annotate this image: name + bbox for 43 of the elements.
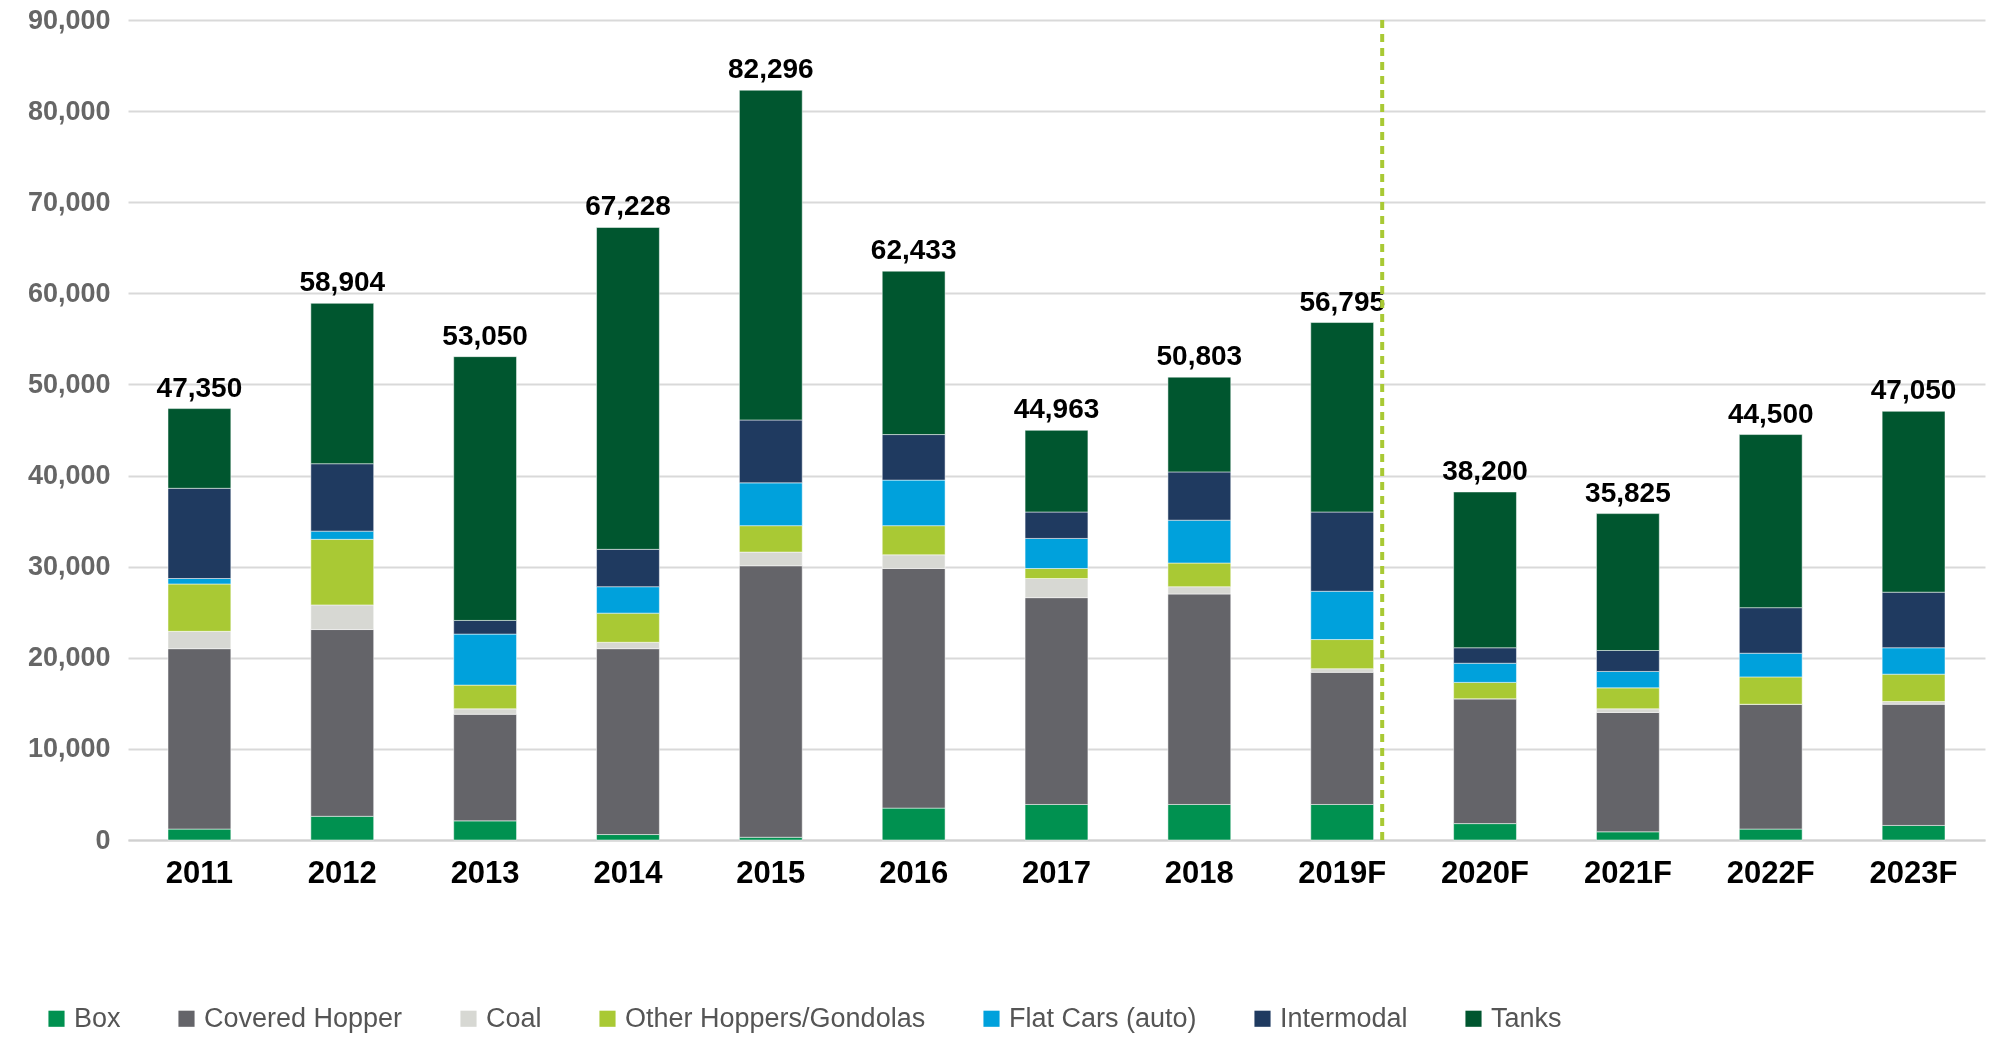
- x-tick-label: 2019F: [1298, 854, 1387, 890]
- total-label: 47,350: [156, 371, 243, 403]
- y-tick-label: 40,000: [27, 460, 111, 491]
- total-label: 35,825: [1585, 476, 1671, 508]
- x-tick-label: 2020F: [1441, 854, 1529, 890]
- x-tick-label: 2021F: [1583, 854, 1672, 890]
- x-tick-label: 2017: [1022, 854, 1091, 890]
- x-tick-label: 2018: [1164, 854, 1234, 890]
- y-tick-label: 50,000: [27, 368, 111, 399]
- x-tick-label: 2011: [165, 854, 234, 890]
- total-label: 38,200: [1442, 454, 1528, 486]
- legend-label: Covered Hopper: [204, 1002, 403, 1033]
- total-label: 67,228: [585, 190, 671, 222]
- y-tick-label: 10,000: [27, 733, 111, 764]
- x-tick-label: 2015: [736, 854, 806, 890]
- x-tick-label: 2014: [593, 854, 664, 890]
- y-tick-label: 20,000: [27, 642, 111, 673]
- y-tick-label: 80,000: [27, 95, 111, 126]
- y-tick-label: 90,000: [27, 4, 111, 35]
- legend-label: Other Hoppers/Gondolas: [625, 1002, 926, 1033]
- y-tick-label: 70,000: [27, 186, 111, 217]
- legend-label: Tanks: [1491, 1002, 1562, 1033]
- y-tick-label: 0: [95, 824, 111, 855]
- x-tick-label: 2022F: [1726, 854, 1815, 890]
- legend-label: Flat Cars (auto): [1009, 1002, 1197, 1033]
- legend-label: Intermodal: [1280, 1002, 1408, 1033]
- total-label: 56,795: [1299, 285, 1386, 317]
- x-tick-label: 2013: [450, 854, 520, 890]
- total-label: 44,500: [1727, 397, 1814, 429]
- x-tick-label: 2012: [307, 854, 377, 890]
- total-label: 58,904: [299, 266, 386, 298]
- y-tick-label: 30,000: [27, 551, 111, 582]
- total-label: 82,296: [727, 53, 814, 85]
- total-label: 47,050: [1870, 374, 1957, 406]
- legend-label: Coal: [486, 1002, 542, 1033]
- total-label: 44,963: [1013, 393, 1100, 425]
- x-tick-label: 2016: [879, 854, 949, 890]
- y-tick-label: 60,000: [27, 277, 111, 308]
- total-label: 53,050: [442, 319, 528, 351]
- legend-label: Box: [74, 1002, 122, 1033]
- total-label: 50,803: [1156, 340, 1243, 372]
- x-tick-label: 2023F: [1869, 854, 1958, 890]
- total-label: 62,433: [870, 234, 957, 266]
